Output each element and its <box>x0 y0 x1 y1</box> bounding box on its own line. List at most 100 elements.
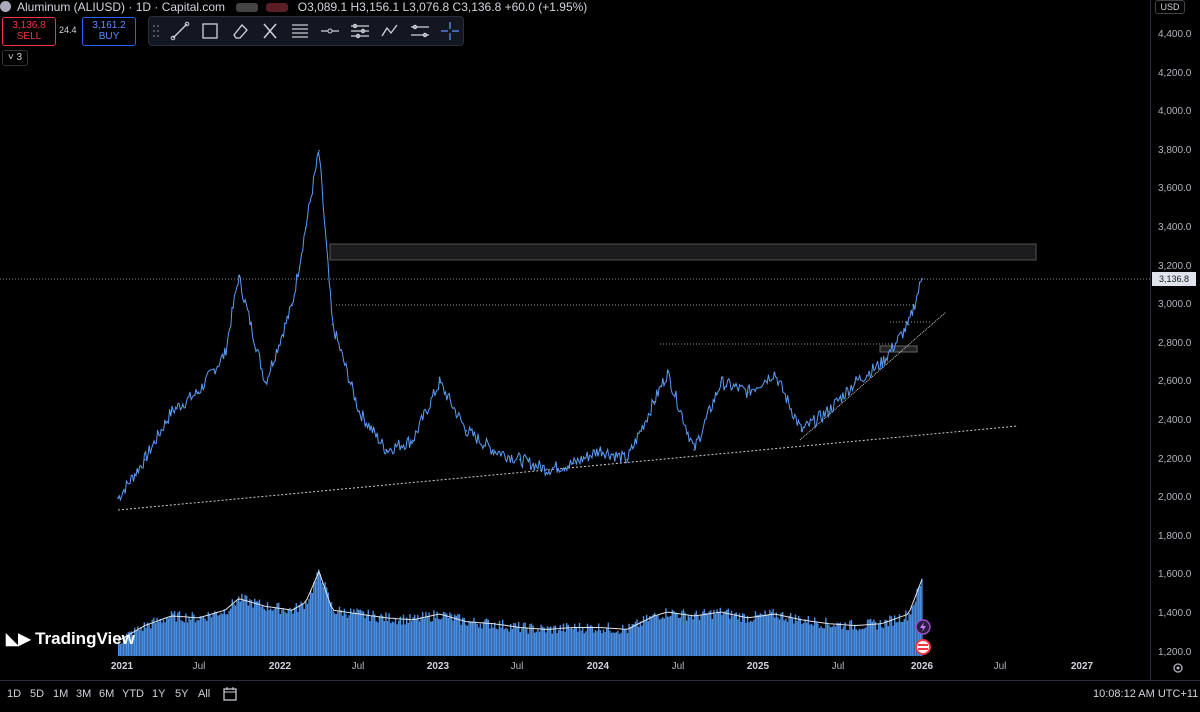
parallel-channel-icon[interactable] <box>349 20 371 42</box>
calendar-icon[interactable] <box>222 686 238 702</box>
volume-bar <box>330 602 333 656</box>
volume-bar <box>732 616 734 656</box>
eraser-icon[interactable] <box>229 20 251 42</box>
cross-icon[interactable] <box>259 20 281 42</box>
volume-bar <box>156 617 158 656</box>
volume-bar <box>465 624 467 656</box>
indicators-toggle[interactable]: ˅ 3 <box>2 50 28 66</box>
volume-bar <box>382 615 384 656</box>
volume-bar <box>190 619 192 656</box>
volume-bar <box>633 624 635 656</box>
price-tick: 2,000.0 <box>1158 492 1192 504</box>
range-button-6m[interactable]: 6M <box>99 688 115 700</box>
volume-bar <box>425 611 427 656</box>
volume-bar <box>191 612 193 656</box>
trend-line-icon[interactable] <box>169 20 191 42</box>
volume-bar <box>210 617 213 656</box>
volume-bar <box>566 623 568 656</box>
current-price-label: 3,136.8 <box>1152 272 1196 286</box>
price-point <box>854 381 856 384</box>
axis-settings-icon[interactable] <box>1170 660 1186 676</box>
volume-bar <box>478 627 480 656</box>
volume-bar <box>497 629 499 656</box>
volume-bar <box>908 613 910 656</box>
clock-timezone[interactable]: 10:08:12 AM UTC+11 <box>1093 688 1199 700</box>
volume-bar <box>703 609 705 656</box>
volume-bar <box>751 621 753 656</box>
volume-bar <box>254 598 256 656</box>
volume-bar <box>502 619 504 656</box>
range-button-all[interactable]: All <box>198 688 211 700</box>
lightning-badge-icon[interactable] <box>914 618 932 636</box>
volume-bar <box>193 614 195 656</box>
fib-retracement-icon[interactable] <box>289 20 311 42</box>
currency-selector[interactable]: USD <box>1155 0 1185 14</box>
symbol-title[interactable]: Aluminum (ALIUSD) · 1D · Capital.com <box>17 0 226 14</box>
volume-bar <box>591 626 593 656</box>
range-button-3m[interactable]: 3M <box>76 688 92 700</box>
volume-bar <box>726 609 728 656</box>
volume-bar <box>124 635 126 656</box>
crosshair-icon[interactable] <box>439 20 461 42</box>
range-button-5d[interactable]: 5D <box>30 688 45 700</box>
us-flag-badge-icon[interactable] <box>914 638 932 656</box>
range-button-1d[interactable]: 1D <box>7 688 22 700</box>
horizontal-ray-icon[interactable] <box>319 20 341 42</box>
range-button-5y[interactable]: 5Y <box>175 688 189 700</box>
volume-bar <box>617 630 619 656</box>
volume-bar <box>135 630 137 656</box>
volume-bar <box>302 603 304 656</box>
volume-bar <box>889 615 891 656</box>
volume-bar <box>578 623 581 656</box>
small-zone[interactable] <box>879 345 918 353</box>
volume-bar <box>567 624 569 656</box>
volume-bar <box>836 622 838 656</box>
volume-bar <box>130 631 133 656</box>
volume-bar <box>774 617 776 656</box>
volume-bar <box>335 613 337 656</box>
price-axis[interactable] <box>1150 0 1200 680</box>
path-icon[interactable] <box>379 20 401 42</box>
volume-bar <box>250 600 253 656</box>
drag-handle-icon[interactable] <box>153 25 159 37</box>
volume-bar <box>278 602 280 656</box>
price-point <box>747 391 749 393</box>
volume-bar <box>812 625 814 656</box>
volume-bar <box>561 631 563 656</box>
volume-bar <box>175 621 177 656</box>
volume-bar <box>487 619 489 656</box>
volume-bar <box>361 610 363 656</box>
volume-bar <box>570 627 573 656</box>
volume-bar <box>287 609 289 656</box>
range-button-1y[interactable]: 1Y <box>152 688 166 700</box>
price-chart[interactable] <box>0 0 1150 680</box>
volume-bar <box>418 621 421 656</box>
range-button-1m[interactable]: 1M <box>53 688 69 700</box>
tradingview-logo: ◣▶ TradingView <box>6 629 135 649</box>
volume-bar <box>894 615 896 656</box>
volume-bar <box>482 621 485 656</box>
volume-bar <box>359 609 361 656</box>
volume-bar <box>522 623 525 656</box>
buy-button[interactable]: 3,161.2 BUY <box>82 17 136 46</box>
volume-bar <box>327 592 329 656</box>
volume-bar <box>266 602 269 656</box>
volume-bar <box>274 607 277 656</box>
sell-button[interactable]: 3,136.8 SELL <box>2 17 56 46</box>
volume-bar <box>874 621 877 656</box>
volume-bar <box>239 601 241 656</box>
volume-bar <box>799 618 801 656</box>
volume-bar <box>220 613 222 656</box>
volume-bar <box>540 624 542 656</box>
resistance-zone[interactable] <box>329 243 1037 261</box>
price-point <box>693 449 695 451</box>
rectangle-icon[interactable] <box>199 20 221 42</box>
rising-trendline[interactable] <box>799 311 947 441</box>
range-button-ytd[interactable]: YTD <box>122 688 144 700</box>
volume-bar <box>218 614 221 656</box>
long-support-trendline[interactable] <box>117 425 1019 511</box>
price-tick: 3,600.0 <box>1158 183 1192 195</box>
volume-bar <box>279 614 281 656</box>
volume-bar <box>740 621 742 656</box>
measure-icon[interactable] <box>409 20 431 42</box>
